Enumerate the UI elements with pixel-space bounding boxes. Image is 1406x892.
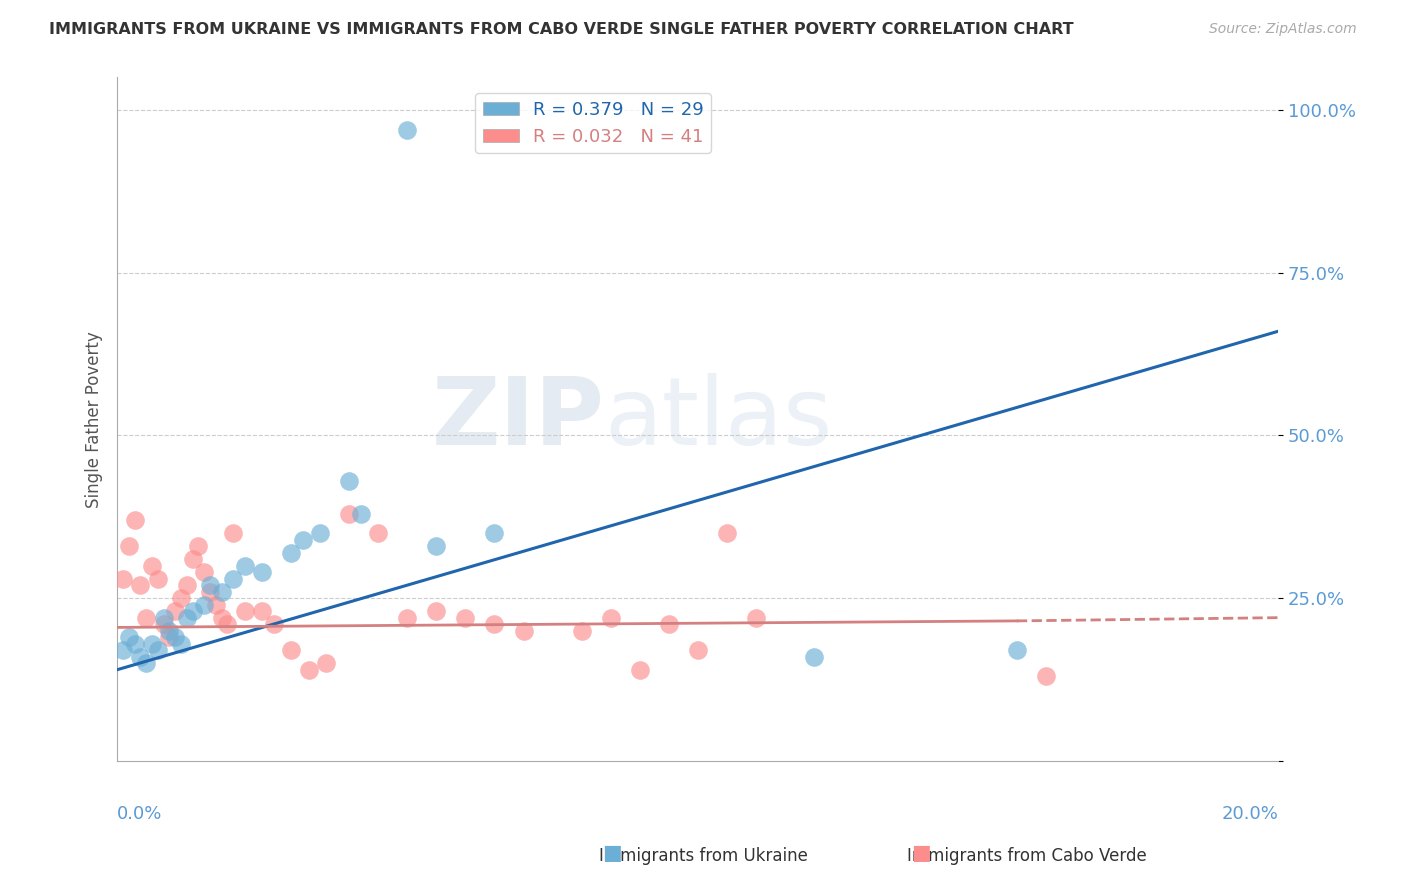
Point	[159, 630, 181, 644]
Point	[484, 526, 506, 541]
Point	[233, 558, 256, 573]
Point	[315, 657, 337, 671]
Point	[146, 572, 169, 586]
Point	[337, 507, 360, 521]
Point	[716, 526, 738, 541]
Point	[803, 649, 825, 664]
Point	[193, 565, 215, 579]
Point	[181, 604, 204, 618]
Point	[176, 610, 198, 624]
Text: Immigrants from Ukraine: Immigrants from Ukraine	[599, 847, 807, 865]
Point	[129, 578, 152, 592]
Point	[454, 610, 477, 624]
Text: Source: ZipAtlas.com: Source: ZipAtlas.com	[1209, 22, 1357, 37]
Point	[571, 624, 593, 638]
Text: ■: ■	[602, 843, 621, 863]
Point	[198, 584, 221, 599]
Point	[280, 545, 302, 559]
Point	[309, 526, 332, 541]
Point	[170, 591, 193, 606]
Point	[512, 624, 534, 638]
Point	[658, 617, 681, 632]
Point	[165, 630, 187, 644]
Point	[252, 565, 274, 579]
Point	[111, 643, 134, 657]
Point	[396, 122, 419, 136]
Point	[280, 643, 302, 657]
Text: 20.0%: 20.0%	[1222, 805, 1278, 823]
Point	[291, 533, 314, 547]
Point	[337, 474, 360, 488]
Point	[141, 637, 163, 651]
Point	[211, 610, 233, 624]
Text: 0.0%: 0.0%	[117, 805, 163, 823]
Point	[222, 526, 245, 541]
Point	[124, 637, 146, 651]
Point	[118, 630, 141, 644]
Text: atlas: atlas	[605, 373, 832, 465]
Point	[211, 584, 233, 599]
Point	[205, 598, 228, 612]
Point	[181, 552, 204, 566]
Point	[686, 643, 709, 657]
Point	[187, 539, 209, 553]
Point	[425, 604, 447, 618]
Point	[599, 610, 621, 624]
Legend: R = 0.379   N = 29, R = 0.032   N = 41: R = 0.379 N = 29, R = 0.032 N = 41	[475, 94, 711, 153]
Point	[146, 643, 169, 657]
Point	[252, 604, 274, 618]
Point	[1005, 643, 1028, 657]
Point	[111, 572, 134, 586]
Point	[744, 610, 766, 624]
Point	[367, 526, 389, 541]
Point	[165, 604, 187, 618]
Point	[484, 617, 506, 632]
Point	[152, 610, 174, 624]
Point	[263, 617, 285, 632]
Point	[350, 507, 373, 521]
Point	[124, 513, 146, 527]
Point	[1035, 669, 1057, 683]
Point	[135, 610, 157, 624]
Text: IMMIGRANTS FROM UKRAINE VS IMMIGRANTS FROM CABO VERDE SINGLE FATHER POVERTY CORR: IMMIGRANTS FROM UKRAINE VS IMMIGRANTS FR…	[49, 22, 1074, 37]
Point	[396, 610, 419, 624]
Text: Immigrants from Cabo Verde: Immigrants from Cabo Verde	[907, 847, 1146, 865]
Y-axis label: Single Father Poverty: Single Father Poverty	[86, 331, 103, 508]
Point	[176, 578, 198, 592]
Point	[135, 657, 157, 671]
Point	[222, 572, 245, 586]
Point	[298, 663, 321, 677]
Point	[425, 539, 447, 553]
Point	[193, 598, 215, 612]
Point	[198, 578, 221, 592]
Point	[141, 558, 163, 573]
Point	[170, 637, 193, 651]
Point	[628, 663, 651, 677]
Point	[159, 624, 181, 638]
Point	[233, 604, 256, 618]
Point	[118, 539, 141, 553]
Text: ■: ■	[911, 843, 931, 863]
Point	[152, 617, 174, 632]
Point	[217, 617, 239, 632]
Point	[129, 649, 152, 664]
Text: ZIP: ZIP	[432, 373, 605, 465]
